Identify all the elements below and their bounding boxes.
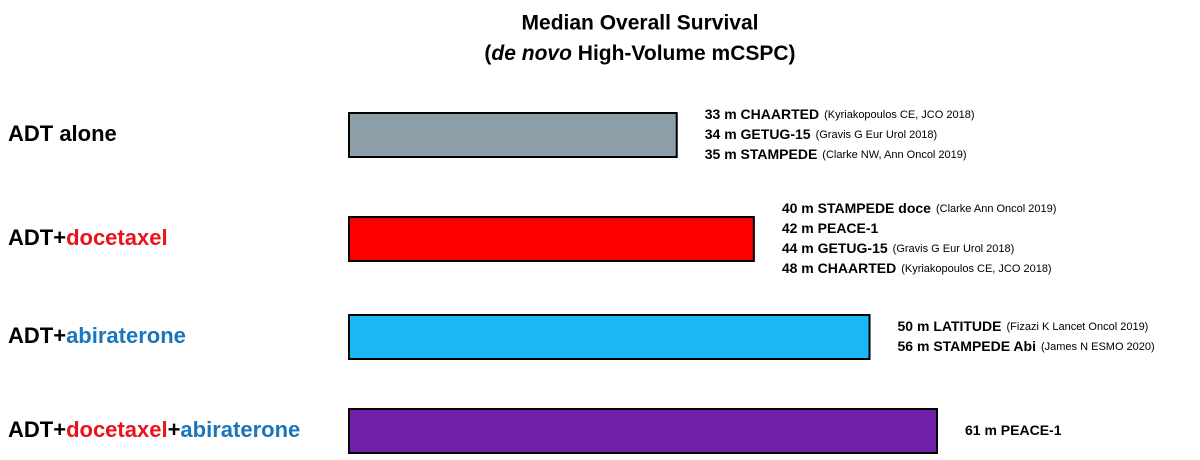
category-part: ADT+	[8, 417, 66, 442]
annotation: 48 m CHAARTED (Kyriakopoulos CE, JCO 2018…	[782, 260, 1052, 276]
category-part: docetaxel	[66, 417, 168, 442]
annotation-trial: 42 m PEACE-1	[782, 220, 879, 236]
annotation-ref: (Clarke Ann Oncol 2019)	[936, 203, 1056, 215]
annotation-ref: (Gravis G Eur Urol 2018)	[816, 129, 938, 141]
annotation-ref: (Fizazi K Lancet Oncol 2019)	[1007, 321, 1149, 333]
bar	[348, 408, 938, 454]
annotation: 50 m LATITUDE (Fizazi K Lancet Oncol 2019…	[898, 318, 1149, 334]
annotation: 44 m GETUG-15 (Gravis G Eur Urol 2018)	[782, 240, 1014, 256]
annotation-ref: (James N ESMO 2020)	[1041, 341, 1155, 353]
annotation-ref: (Gravis G Eur Urol 2018)	[893, 243, 1015, 255]
annotation: 40 m STAMPEDE doce (Clarke Ann Oncol 2019…	[782, 200, 1057, 216]
annotation: 35 m STAMPEDE (Clarke NW, Ann Oncol 2019)	[705, 146, 967, 162]
annotation-trial: 40 m STAMPEDE doce	[782, 200, 931, 216]
bar	[348, 216, 755, 262]
bar	[348, 314, 871, 360]
annotation-trial: 50 m LATITUDE	[898, 318, 1002, 334]
category-label: ADT alone	[8, 121, 117, 146]
annotation-trial: 34 m GETUG-15	[705, 126, 811, 142]
category-label: ADT+docetaxel+abiraterone	[8, 417, 300, 442]
subtitle-part: (	[484, 42, 491, 65]
category-part: ADT+	[8, 225, 66, 250]
annotation-trial: 35 m STAMPEDE	[705, 146, 818, 162]
category-part: abiraterone	[66, 323, 186, 348]
category-part: ADT+	[8, 323, 66, 348]
bar	[348, 112, 678, 158]
annotation-ref: (Kyriakopoulos CE, JCO 2018)	[824, 109, 974, 121]
annotation-ref: (Clarke NW, Ann Oncol 2019)	[822, 149, 966, 161]
annotation-trial: 56 m STAMPEDE Abi	[898, 338, 1036, 354]
category-part: ADT alone	[8, 121, 117, 146]
annotation: 34 m GETUG-15 (Gravis G Eur Urol 2018)	[705, 126, 937, 142]
chart-title: Median Overall Survival	[522, 12, 759, 35]
annotation-trial: 44 m GETUG-15	[782, 240, 888, 256]
annotation-trial: 48 m CHAARTED	[782, 260, 896, 276]
annotation: 42 m PEACE-1	[782, 220, 879, 236]
annotation-ref: (Kyriakopoulos CE, JCO 2018)	[901, 263, 1051, 275]
annotation-trial: 33 m CHAARTED	[705, 106, 819, 122]
annotation: 56 m STAMPEDE Abi (James N ESMO 2020)	[898, 338, 1155, 354]
subtitle-part: High-Volume mCSPC)	[572, 42, 796, 65]
category-label: ADT+docetaxel	[8, 225, 168, 250]
annotation-trial: 61 m PEACE-1	[965, 422, 1062, 438]
annotation: 61 m PEACE-1	[965, 422, 1062, 438]
category-label: ADT+abiraterone	[8, 323, 186, 348]
category-part: docetaxel	[66, 225, 168, 250]
category-part: abiraterone	[180, 417, 300, 442]
chart-subtitle: (de novo High-Volume mCSPC)	[484, 42, 795, 65]
annotation: 33 m CHAARTED (Kyriakopoulos CE, JCO 2018…	[705, 106, 975, 122]
category-part: +	[168, 417, 181, 442]
subtitle-part: de novo	[491, 42, 572, 65]
